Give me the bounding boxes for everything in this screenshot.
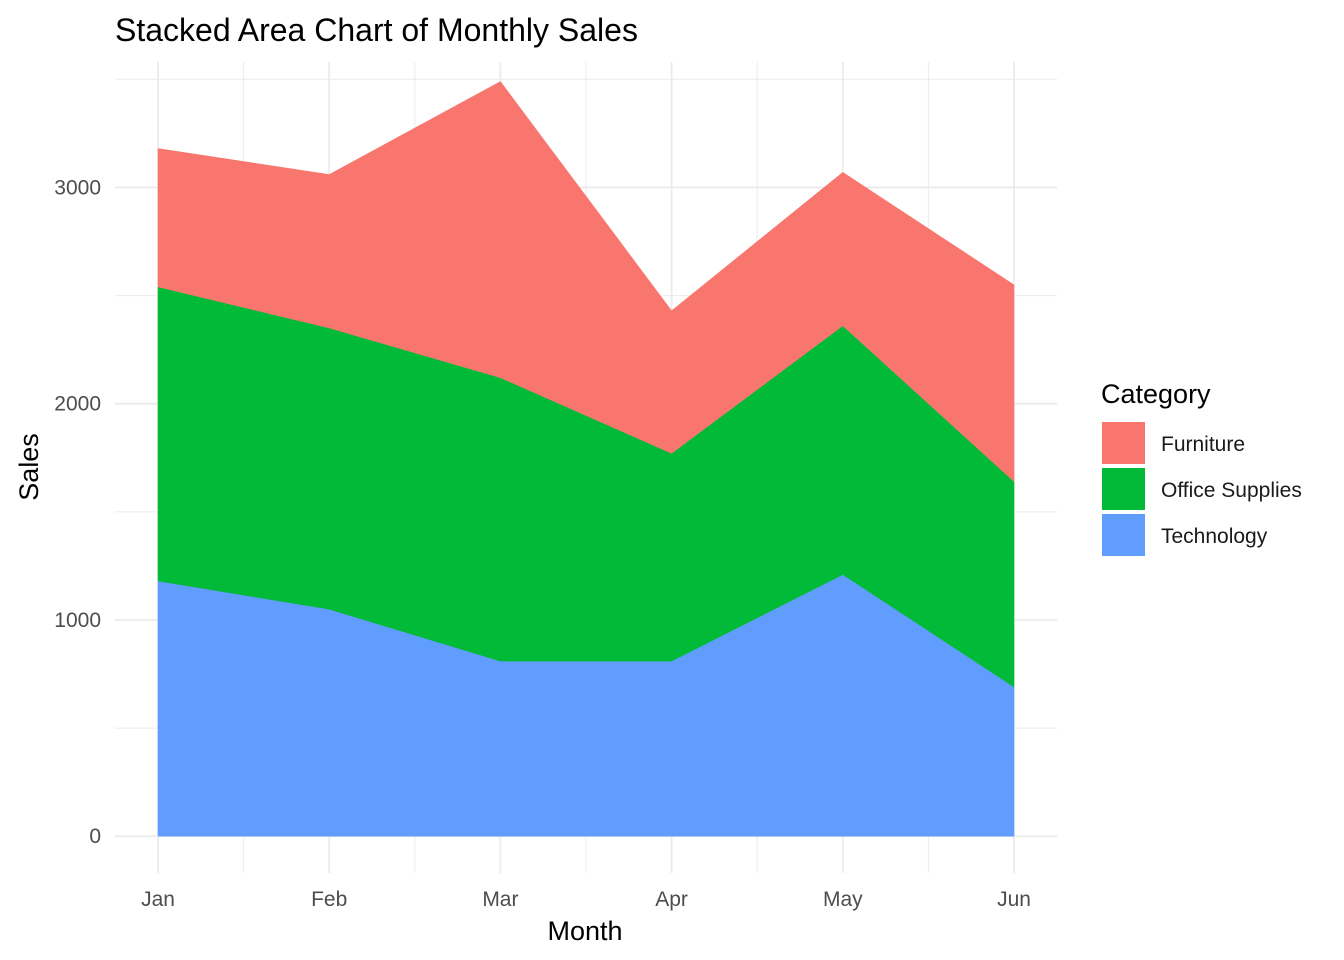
area-furniture [157, 81, 1015, 483]
legend-swatch-office-supplies [1102, 468, 1145, 510]
y-axis-ticks: 0 1000 2000 3000 [54, 176, 101, 848]
x-axis-title: Month [547, 916, 622, 946]
y-tick-label: 2000 [54, 393, 101, 416]
x-tick-label: Jun [997, 888, 1031, 911]
y-axis-title: Sales [14, 433, 44, 501]
legend-label-technology: Technology [1161, 525, 1268, 548]
chart-title: Stacked Area Chart of Monthly Sales [115, 12, 638, 48]
x-tick-label: Mar [482, 888, 518, 911]
legend-title: Category [1101, 379, 1211, 409]
y-tick-label: 0 [89, 825, 101, 848]
legend-swatch-furniture [1102, 422, 1145, 464]
x-tick-label: Jan [141, 888, 175, 911]
legend-label-furniture: Furniture [1161, 433, 1245, 456]
legend-swatch-technology [1102, 514, 1145, 556]
area-series [157, 81, 1015, 837]
y-tick-label: 1000 [54, 609, 101, 632]
x-tick-label: Apr [655, 888, 688, 911]
legend-label-office-supplies: Office Supplies [1161, 479, 1302, 502]
x-tick-label: Feb [311, 888, 347, 911]
y-tick-label: 3000 [54, 176, 101, 199]
legend: Category Furniture Office Supplies Technol… [1101, 379, 1302, 556]
legend-items: Furniture Office Supplies Technology [1102, 422, 1302, 556]
x-axis-ticks: Jan Feb Mar Apr May Jun [141, 888, 1031, 911]
x-tick-label: May [823, 888, 863, 911]
